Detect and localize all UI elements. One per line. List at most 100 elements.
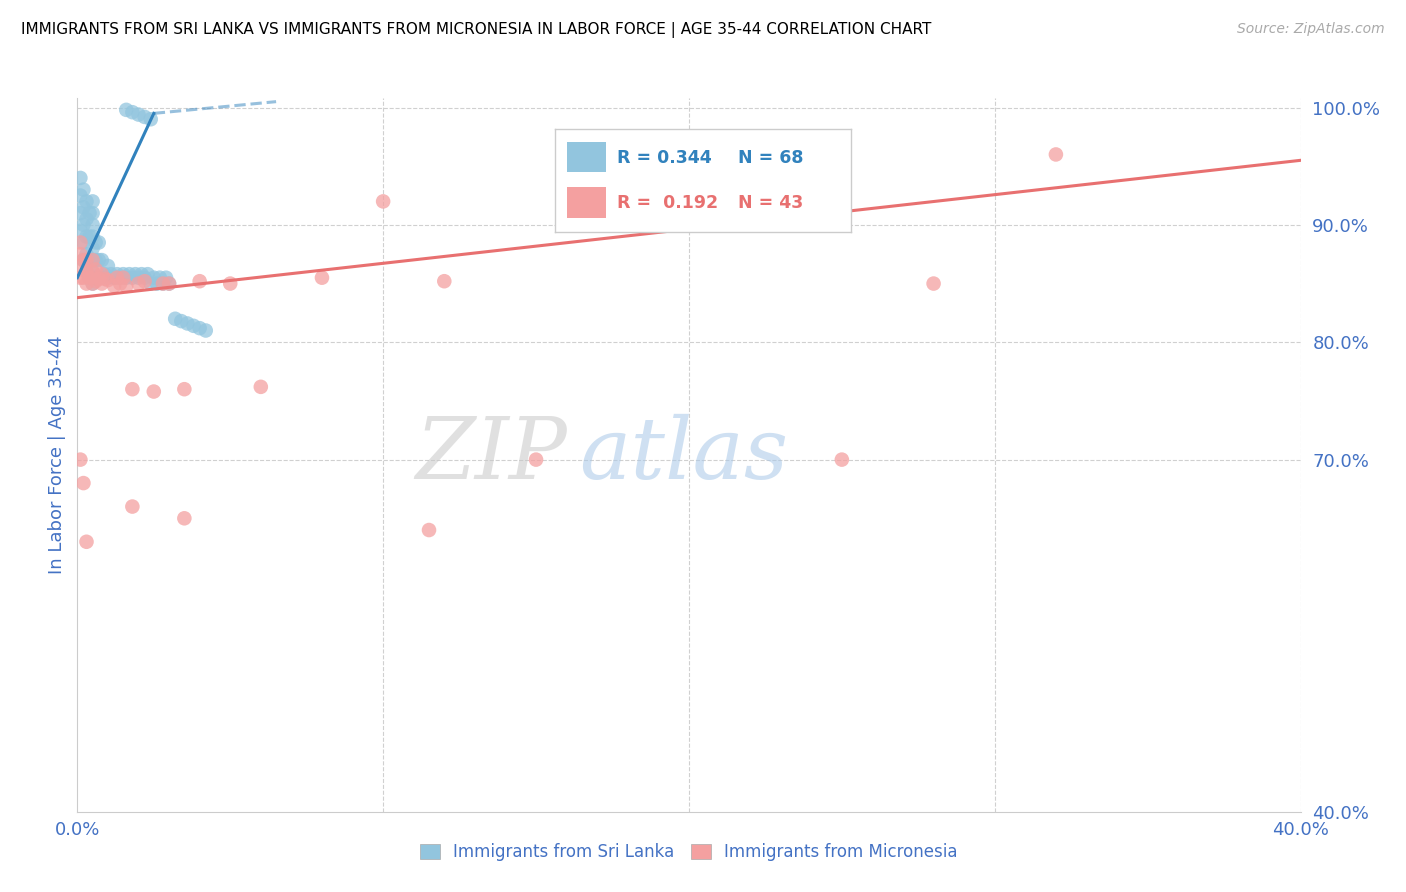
- Point: [90, 253, 112, 268]
- Point: [84, 274, 107, 288]
- Point: [69, 452, 91, 467]
- Point: [72, 183, 94, 197]
- Point: [79, 229, 101, 244]
- Point: [139, 112, 162, 127]
- Text: Source: ZipAtlas.com: Source: ZipAtlas.com: [1237, 22, 1385, 37]
- Point: [131, 267, 153, 281]
- Point: [139, 277, 162, 291]
- Point: [121, 500, 143, 514]
- Y-axis label: In Labor Force | Age 35-44: In Labor Force | Age 35-44: [48, 335, 66, 574]
- Point: [69, 259, 91, 273]
- Point: [69, 247, 91, 261]
- Point: [87, 235, 110, 250]
- Point: [82, 277, 104, 291]
- Point: [69, 270, 91, 285]
- Point: [108, 277, 131, 291]
- Point: [142, 270, 165, 285]
- Point: [524, 452, 547, 467]
- Point: [134, 270, 156, 285]
- Point: [97, 259, 120, 273]
- Point: [433, 274, 456, 288]
- Point: [134, 274, 156, 288]
- Point: [103, 279, 125, 293]
- Point: [152, 277, 174, 291]
- Point: [121, 105, 143, 120]
- Point: [90, 270, 112, 285]
- Point: [79, 270, 101, 285]
- Point: [72, 270, 94, 285]
- Point: [128, 270, 150, 285]
- Point: [82, 241, 104, 255]
- Point: [84, 262, 107, 277]
- Point: [121, 382, 143, 396]
- Point: [69, 206, 91, 220]
- Point: [82, 265, 104, 279]
- Point: [69, 224, 91, 238]
- Point: [69, 235, 91, 250]
- Point: [678, 153, 700, 168]
- Point: [115, 103, 138, 117]
- Point: [82, 253, 104, 268]
- Text: ZIP: ZIP: [415, 414, 567, 496]
- Point: [418, 523, 440, 537]
- Point: [87, 270, 110, 285]
- Legend: Immigrants from Sri Lanka, Immigrants from Micronesia: Immigrants from Sri Lanka, Immigrants fr…: [413, 837, 965, 868]
- Point: [115, 270, 138, 285]
- Point: [87, 272, 110, 286]
- Point: [922, 277, 945, 291]
- Point: [134, 110, 156, 124]
- Text: IMMIGRANTS FROM SRI LANKA VS IMMIGRANTS FROM MICRONESIA IN LABOR FORCE | AGE 35-: IMMIGRANTS FROM SRI LANKA VS IMMIGRANTS …: [21, 22, 931, 38]
- Point: [165, 311, 187, 326]
- Point: [136, 267, 159, 281]
- Point: [194, 324, 217, 338]
- Point: [157, 277, 180, 291]
- Point: [72, 218, 94, 232]
- Point: [128, 107, 150, 121]
- Point: [84, 235, 107, 250]
- Point: [76, 247, 98, 261]
- Point: [142, 384, 165, 399]
- Point: [118, 267, 141, 281]
- Point: [82, 229, 104, 244]
- Point: [72, 235, 94, 250]
- Point: [69, 188, 91, 202]
- Point: [87, 253, 110, 268]
- Point: [157, 277, 180, 291]
- Point: [128, 277, 150, 291]
- Point: [69, 170, 91, 185]
- Point: [371, 194, 394, 209]
- FancyBboxPatch shape: [567, 142, 606, 172]
- Point: [84, 253, 107, 268]
- Point: [219, 277, 242, 291]
- Point: [115, 279, 138, 293]
- Point: [188, 274, 211, 288]
- Point: [188, 321, 211, 335]
- Point: [76, 194, 98, 209]
- Point: [311, 270, 333, 285]
- Point: [155, 270, 177, 285]
- Point: [94, 267, 117, 281]
- Point: [103, 270, 125, 285]
- Point: [76, 229, 98, 244]
- Point: [173, 511, 195, 525]
- Point: [124, 267, 146, 281]
- FancyBboxPatch shape: [567, 186, 606, 218]
- Point: [121, 270, 143, 285]
- Point: [152, 277, 174, 291]
- Point: [105, 270, 128, 285]
- Text: R =  0.192: R = 0.192: [617, 194, 718, 212]
- Point: [100, 267, 122, 281]
- Point: [90, 277, 112, 291]
- Text: R = 0.344: R = 0.344: [617, 149, 711, 167]
- Point: [183, 318, 205, 333]
- Point: [76, 253, 98, 268]
- Point: [112, 270, 135, 285]
- Point: [82, 277, 104, 291]
- Point: [250, 380, 273, 394]
- Point: [97, 273, 120, 287]
- Point: [82, 194, 104, 209]
- Point: [84, 270, 107, 285]
- Text: N = 68: N = 68: [738, 149, 804, 167]
- Point: [79, 270, 101, 285]
- Point: [72, 253, 94, 268]
